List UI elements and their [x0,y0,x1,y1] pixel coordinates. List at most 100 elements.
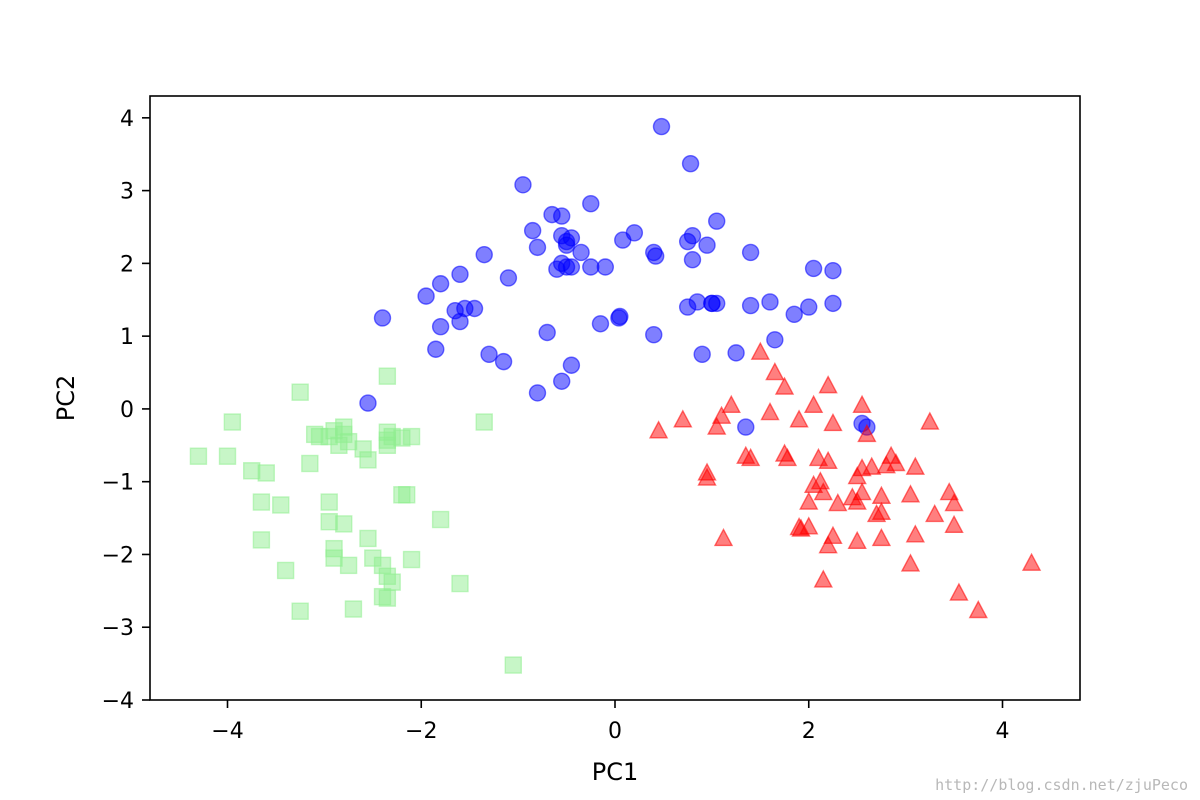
data-point-square [504,656,522,674]
data-point-circle [582,258,600,276]
y-tick-label: −3 [102,616,134,641]
data-point-square [218,447,237,465]
data-point-triangle [673,409,693,428]
data-point-triangle [900,484,921,503]
data-point-circle [553,372,571,390]
data-point-circle [785,305,803,324]
data-point-square [398,486,416,504]
data-point-circle [431,317,450,336]
y-tick-label: 2 [120,252,134,277]
data-point-square [325,549,343,567]
data-point-square [344,600,363,618]
data-point-circle [523,221,542,240]
data-point-square [335,418,353,436]
data-point-circle [688,293,707,311]
data-point-circle [683,227,702,245]
plot-frame [149,95,1081,701]
data-point-square [431,510,450,529]
data-point-triangle [944,514,964,534]
data-point-circle [591,315,610,333]
data-point-triangle [777,447,798,467]
data-point-triangle [823,412,843,432]
data-point-circle [553,254,571,273]
data-point-triangle [818,535,838,554]
data-point-square [320,513,338,531]
data-point-circle [708,294,726,313]
data-point-square [320,493,338,511]
data-point-circle [572,243,590,262]
y-tick-label: 4 [120,107,134,132]
data-point-circle [514,176,532,194]
y-tick-label: 3 [120,180,134,205]
data-point-triangle [803,394,824,413]
data-point-square [339,432,358,451]
data-point-triangle [765,362,785,381]
data-point-circle [824,261,842,280]
data-point-square [451,574,469,593]
y-tick-label: 1 [120,325,134,350]
data-point-triangle [818,450,838,470]
data-point-circle [741,243,760,262]
data-point-circle [538,323,556,342]
data-point-triangle [697,462,717,481]
data-point-square [243,462,261,480]
data-point-circle [727,344,745,362]
data-point-square [335,515,353,533]
data-point-circle [800,298,818,316]
x-tick-label: −4 [211,719,243,744]
data-point-circle [451,265,469,283]
data-point-triangle [871,485,892,504]
data-point-triangle [818,375,838,394]
data-point-triangle [905,456,925,475]
data-point-triangle [944,493,964,512]
data-point-circle [562,356,581,374]
data-point-square [402,427,421,446]
data-point-circle [528,384,547,402]
data-point-triangle [789,409,809,428]
data-point-triangle [760,402,780,421]
data-point-triangle [707,416,727,435]
data-point-triangle [852,394,872,413]
data-point-square [257,464,275,482]
data-point-square [383,573,401,591]
data-point-triangle [648,420,669,439]
data-point-triangle [740,447,761,467]
data-point-circle [804,259,823,278]
data-point-square [276,561,295,580]
data-point-square [223,413,242,431]
data-point-triangle [774,376,795,395]
data-point-circle [417,287,435,305]
data-point-triangle [968,599,988,619]
data-point-circle [761,293,779,311]
data-point-triangle [721,394,741,413]
data-point-circle [766,331,784,349]
data-point-triangle [799,516,819,535]
x-tick-label: 0 [608,719,622,744]
data-point-triangle [886,453,906,472]
data-point-circle [480,345,498,364]
y-tick-label: −1 [102,471,134,496]
data-point-square [378,436,397,455]
data-point-triangle [920,411,940,430]
data-point-circle [645,325,663,344]
data-point-triangle [862,456,882,475]
y-tick-label: 0 [120,398,134,423]
data-point-circle [359,394,377,412]
data-point-triangle [852,482,872,501]
x-tick-label: 2 [802,719,816,744]
data-point-square [291,383,309,401]
data-point-triangle [949,582,969,601]
data-point-circle [557,236,576,254]
data-point-triangle [813,482,833,501]
watermark-text: http://blog.csdn.net/zjuPeco [935,776,1188,794]
data-point-square [378,589,397,607]
data-point-circle [683,251,702,269]
x-tick-label: −2 [405,719,437,744]
data-point-circle [741,296,760,315]
data-point-triangle [799,491,819,510]
data-point-circle [681,154,700,173]
y-tick-label: −2 [102,543,134,568]
data-point-square [252,493,271,511]
data-point-circle [708,212,726,230]
